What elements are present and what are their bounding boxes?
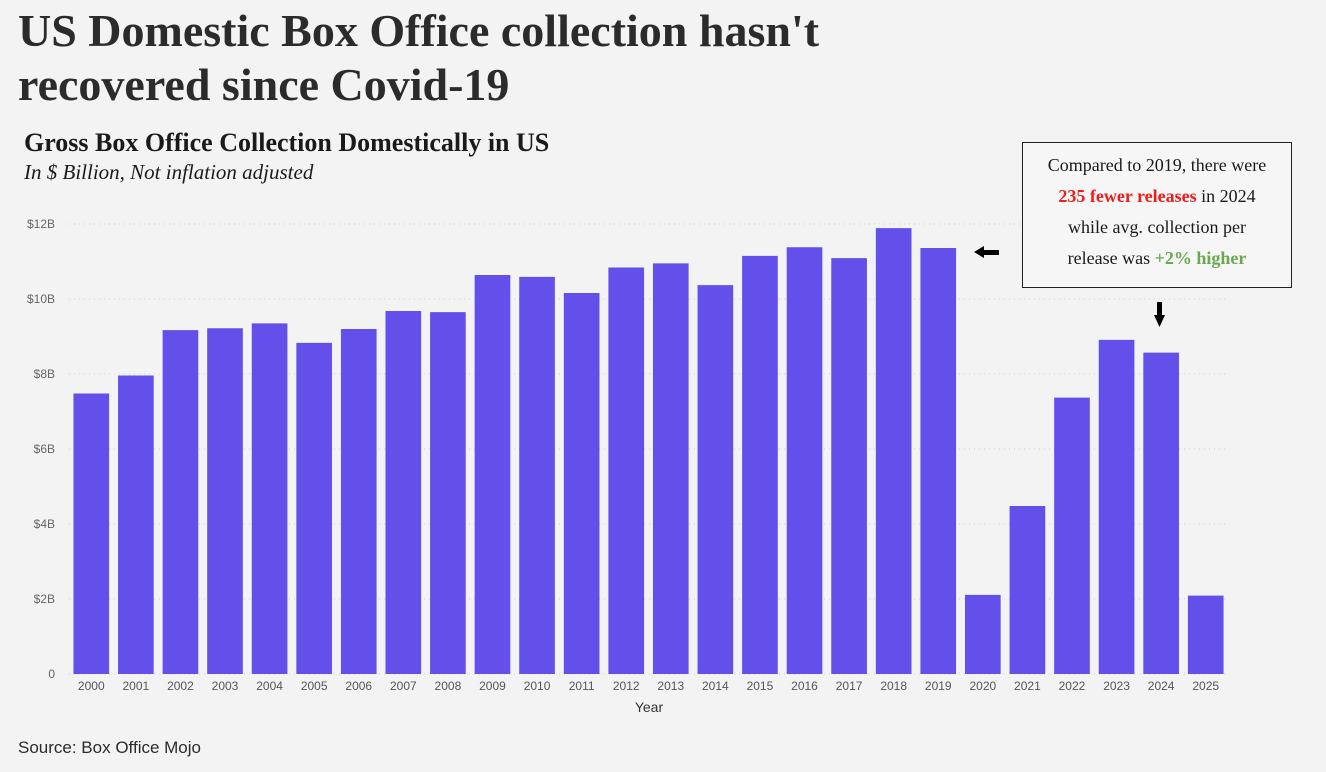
x-tick-label: 2013 — [657, 679, 684, 693]
y-axis-ticks: 0 $2B $4B $6B $8B $10B $12B — [27, 217, 55, 681]
bar-2004 — [251, 323, 288, 674]
x-tick-label: 2017 — [836, 679, 863, 693]
x-tick-label: 2010 — [524, 679, 551, 693]
bar-2012 — [608, 267, 645, 674]
x-tick-label: 2012 — [613, 679, 640, 693]
annotation-line-4: release was +2% higher — [1023, 243, 1291, 274]
x-tick-label: 2021 — [1014, 679, 1041, 693]
x-tick-label: 2019 — [925, 679, 952, 693]
bar-2018 — [875, 228, 912, 674]
chart-subtitle: In $ Billion, Not inflation adjusted — [24, 160, 314, 184]
y-tick-label: $4B — [34, 517, 55, 531]
x-tick-label: 2016 — [791, 679, 818, 693]
y-tick-label: $2B — [34, 592, 55, 606]
x-tick-label: 2024 — [1148, 679, 1175, 693]
x-tick-label: 2008 — [435, 679, 462, 693]
source-note: Source: Box Office Mojo — [18, 738, 201, 757]
x-tick-label: 2022 — [1059, 679, 1086, 693]
x-tick-label: 2018 — [880, 679, 907, 693]
x-tick-label: 2025 — [1192, 679, 1219, 693]
y-tick-label: $10B — [27, 292, 55, 306]
bar-2008 — [430, 312, 466, 674]
bar-2025 — [1187, 595, 1224, 674]
bar-2014 — [697, 285, 734, 674]
bar-2011 — [563, 293, 600, 674]
headline: US Domestic Box Office collection hasn't… — [18, 5, 820, 110]
bar-2022 — [1054, 397, 1090, 674]
higher-collection-highlight: +2% higher — [1154, 248, 1247, 268]
bar-2023 — [1098, 339, 1135, 674]
bars — [73, 228, 1224, 674]
bar-2013 — [652, 263, 689, 674]
bar-2001 — [118, 375, 154, 674]
annotation-line-2: 235 fewer releases in 2024 — [1023, 181, 1291, 212]
x-tick-label: 2002 — [167, 679, 194, 693]
x-tick-label: 2023 — [1103, 679, 1130, 693]
bar-2005 — [296, 342, 333, 674]
x-tick-label: 2011 — [569, 679, 595, 693]
y-tick-label: $6B — [34, 442, 55, 456]
bar-2000 — [73, 393, 110, 674]
bar-2024 — [1143, 352, 1179, 674]
x-tick-label: 2020 — [969, 679, 996, 693]
chart-title: Gross Box Office Collection Domestically… — [24, 128, 550, 157]
bar-2017 — [831, 258, 867, 674]
annotation-line-3: while avg. collection per — [1068, 217, 1246, 237]
x-tick-label: 2004 — [256, 679, 283, 693]
bar-2015 — [742, 255, 778, 674]
y-tick-label: $12B — [27, 217, 55, 231]
x-axis-ticks: 2000 2001 2002 2003 2004 2005 2006 2007 2008 2009… — [78, 679, 1219, 693]
x-tick-label: 2003 — [212, 679, 239, 693]
annotation-box: Compared to 2019, there were 235 fewer r… — [1022, 142, 1292, 288]
x-tick-label: 2001 — [123, 679, 150, 693]
arrow-down-icon — [1154, 302, 1165, 327]
bar-2020 — [964, 594, 1001, 674]
bar-2007 — [385, 311, 422, 674]
bar-2006 — [340, 329, 377, 674]
bar-2021 — [1009, 506, 1046, 674]
x-tick-label: 2006 — [345, 679, 372, 693]
x-tick-label: 2005 — [301, 679, 328, 693]
annotation-line-4-pre: release was — [1067, 248, 1155, 268]
bar-2019 — [920, 248, 957, 674]
y-tick-label: 0 — [48, 667, 55, 681]
x-tick-label: 2014 — [702, 679, 729, 693]
y-tick-label: $8B — [34, 367, 55, 381]
x-tick-label: 2000 — [78, 679, 105, 693]
x-tick-label: 2007 — [390, 679, 417, 693]
bar-2016 — [786, 247, 823, 674]
bar-2003 — [207, 328, 243, 674]
x-tick-label: 2015 — [747, 679, 774, 693]
x-tick-label: 2009 — [479, 679, 506, 693]
arrow-left-icon — [974, 246, 999, 258]
x-axis-label: Year — [635, 699, 664, 715]
bar-2002 — [162, 330, 199, 674]
bar-2010 — [519, 276, 555, 674]
fewer-releases-highlight: 235 fewer releases — [1058, 186, 1197, 206]
annotation-line-1: Compared to 2019, there were — [1047, 155, 1267, 175]
annotation-line-2-rest: in 2024 — [1196, 186, 1256, 206]
bar-2009 — [474, 275, 511, 674]
